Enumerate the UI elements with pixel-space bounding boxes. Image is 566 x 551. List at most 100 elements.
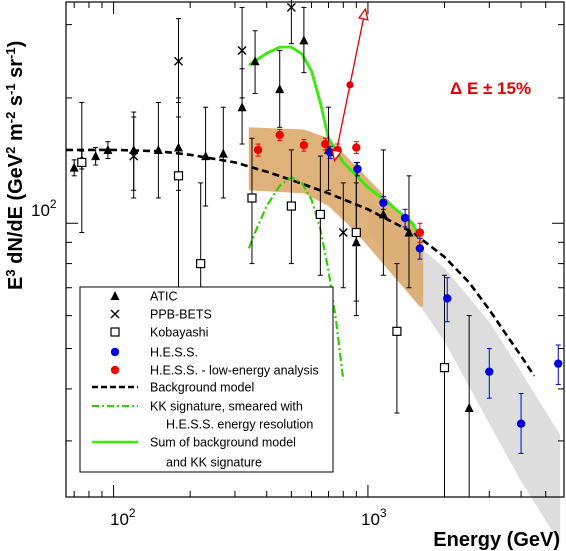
y-label-mid2: m (5, 123, 27, 146)
h-e-s-s-point (554, 359, 563, 368)
x-tick-label-1000: 103 (361, 506, 387, 529)
atic-point (378, 209, 388, 219)
legend-label-background-model: Background model (150, 381, 254, 395)
h-e-s-s-point (485, 367, 494, 376)
legend-label-atic: ATIC (150, 290, 178, 304)
data-markers (69, 2, 563, 428)
y-axis-label: E3 dN/dE (GeV2 m-2 s-1 sr-1) (3, 41, 27, 290)
h-e-s-s-low-energy-analysis-point (352, 143, 361, 152)
legend: ATIC PPB-BETS Kobayashi H.E.S.S. H.E.S.S. - … (79, 286, 334, 473)
legend-swatch-red-dot (110, 365, 120, 375)
bands (248, 127, 561, 544)
legend-label-sum-of-background-model: Sum of background model (150, 436, 296, 450)
atic-point (250, 56, 260, 66)
y-label-mid4: sr (5, 59, 27, 84)
x-tick-exp-1000: 3 (380, 506, 387, 520)
h-e-s-s-low-energy-analysis-point (253, 145, 263, 155)
legend-swatch-cross-stroke (110, 309, 120, 319)
legend-label-ppb-bets: PPB-BETS (150, 308, 212, 322)
h-e-s-s-low-energy-analysis-point (415, 228, 425, 237)
h-e-s-s-point (353, 164, 362, 174)
atic-point (351, 237, 361, 247)
legend-label-kobayashi: Kobayashi (150, 326, 208, 340)
atic-point (218, 148, 228, 158)
x-axis-label: Energy (GeV) (433, 529, 560, 551)
kobayashi-point (196, 258, 206, 269)
kobayashi-point (247, 193, 257, 203)
kobayashi-point (77, 157, 87, 168)
h-e-s-s-point (516, 419, 526, 428)
y-label-mid: dN/dE (GeV (5, 153, 27, 269)
h-e-s-s-point (443, 294, 452, 303)
x-tick-base-1000: 10 (361, 510, 380, 529)
y-label-sup4: -1 (3, 83, 18, 95)
atic-point (129, 144, 139, 154)
h-e-s-s-point (379, 198, 388, 207)
x-tick-base-100: 10 (110, 510, 129, 529)
low-energy-systematic-band (248, 127, 424, 307)
atic-point (404, 227, 414, 237)
kobayashi-point (351, 227, 361, 238)
atic-point (103, 144, 113, 154)
energy-scale-text: Δ E ± 15% (450, 79, 531, 98)
kobayashi-point (439, 363, 450, 373)
atic-point (153, 144, 163, 154)
ppb-bets-point-stroke (129, 151, 139, 161)
legend-label-and-kk-signature: and KK signature (166, 456, 262, 470)
legend-label-kk-signature-smeared-with: KK signature, smeared with (150, 400, 303, 414)
background-model-curve (66, 148, 536, 377)
y-label-sup5: -1 (3, 47, 18, 59)
legend-label-h-e-s-s-low-energy-analysis: H.E.S.S. - low-energy analysis (150, 364, 319, 378)
atic-point (464, 402, 474, 412)
energy-scale-center-dot (346, 81, 354, 89)
kobayashi-point (286, 201, 296, 211)
y-label-e: E (5, 277, 27, 290)
x-tick-label-100: 102 (110, 506, 136, 529)
curves (66, 45, 536, 381)
kobayashi-point (173, 171, 184, 181)
ppb-bets-point (237, 46, 247, 55)
plot-frame (65, 1, 565, 498)
kobayashi-point (392, 326, 402, 336)
x-tick-exp-100: 2 (129, 506, 136, 520)
h-e-s-s-low-energy-analysis-point (299, 140, 309, 150)
atic-point (275, 84, 285, 94)
h-e-s-s-point (415, 244, 425, 253)
legend-swatch-triangle (110, 291, 120, 300)
energy-scale-annotation: Δ E ± 15% (331, 7, 531, 163)
atic-point (237, 102, 247, 112)
ppb-bets-point (129, 151, 139, 161)
atic-point (69, 162, 79, 172)
y-tick-exp-100: 2 (50, 197, 57, 211)
kk-signature-curve (247, 175, 345, 381)
h-e-s-s-point (400, 213, 410, 223)
h-e-s-s-low-energy-analysis-point (321, 139, 330, 149)
legend-swatch-cross (110, 309, 120, 319)
atic-point (91, 151, 101, 161)
legend-label-h-e-s-s: H.E.S.S. (150, 346, 198, 360)
atic-point (174, 142, 184, 152)
ppb-bets-point-stroke (338, 228, 348, 238)
legend-label-h-e-s-s-energy-resolution: H.E.S.S. energy resolution (166, 418, 313, 432)
y-label-end: ) (5, 41, 27, 48)
energy-scale-arrowhead-up (357, 7, 369, 21)
y-label-sup3: -2 (3, 112, 18, 124)
h-e-s-s-low-energy-analysis-point (275, 130, 284, 140)
y-label-mid3: s (5, 95, 27, 112)
legend-swatch-open-square (110, 327, 120, 337)
axis-ticks (66, 2, 564, 497)
y-tick-base-100: 10 (31, 201, 50, 220)
ppb-bets-point-stroke (174, 56, 184, 66)
y-label-sup2: 2 (3, 147, 18, 154)
kobayashi-point (315, 209, 325, 220)
y-tick-label-100: 102 (31, 197, 57, 220)
ppb-bets-point-stroke (237, 46, 247, 55)
y-label-sup1: 3 (3, 269, 18, 276)
ppb-bets-point (174, 56, 184, 66)
legend-swatch-blue-dot (110, 347, 120, 357)
atic-point (299, 35, 309, 45)
ppb-bets-point (338, 228, 348, 238)
energy-scale-arrowhead-down (331, 149, 343, 163)
sum-curve (248, 45, 422, 239)
